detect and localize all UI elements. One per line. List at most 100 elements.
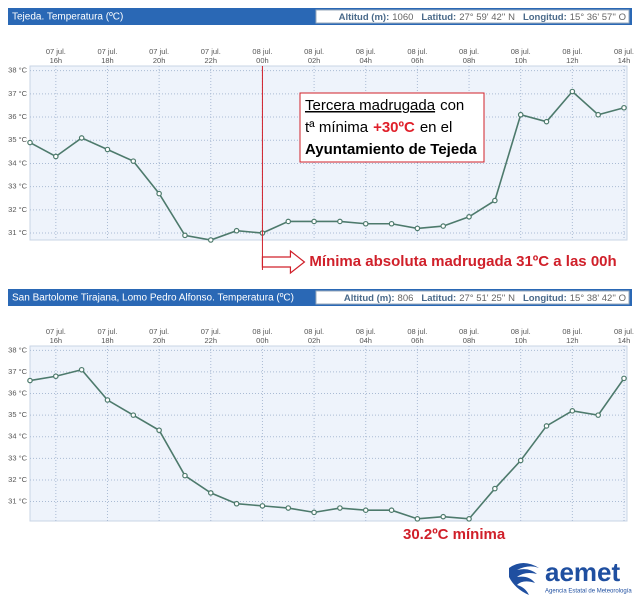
data-point	[311, 509, 317, 516]
annotation-text: 30.2ºC mínima	[403, 526, 506, 543]
logo-icon	[509, 563, 539, 595]
data-point	[156, 427, 162, 434]
x-tick-date: 08 jul.	[252, 327, 272, 336]
data-point	[53, 153, 59, 160]
info-label: Latitud:	[421, 12, 456, 23]
data-point	[78, 366, 85, 373]
chart-title: Tejeda. Temperatura (ºC)	[12, 12, 123, 23]
x-tick-hour: 10h	[514, 336, 527, 345]
data-point	[207, 237, 214, 243]
data-point	[543, 423, 550, 429]
data-point	[388, 507, 395, 513]
data-point	[362, 220, 369, 227]
x-tick-hour: 04h	[359, 56, 372, 65]
data-point	[466, 516, 472, 522]
x-tick-hour: 20h	[153, 56, 166, 65]
data-point	[362, 507, 369, 513]
data-point	[27, 139, 33, 146]
x-tick-hour: 12h	[566, 56, 579, 65]
y-tick-label: 35 °C	[8, 135, 27, 144]
x-tick-hour: 22h	[205, 56, 218, 65]
y-tick-label: 33 °C	[8, 182, 27, 191]
annotation-segment: +30ºC	[373, 119, 415, 136]
x-tick-date: 08 jul.	[614, 47, 634, 56]
y-tick-label: 31 °C	[8, 497, 27, 506]
annotation-segment: Ayuntamiento de Tejeda	[305, 141, 477, 158]
x-tick-date: 08 jul.	[459, 327, 479, 336]
y-tick-label: 36 °C	[8, 389, 27, 398]
logo-name: aemet	[545, 557, 620, 587]
data-point	[104, 146, 111, 153]
info-box	[315, 9, 630, 24]
data-point	[440, 223, 447, 229]
x-tick-date: 08 jul.	[356, 47, 376, 56]
x-tick-hour: 06h	[411, 336, 424, 345]
x-tick-hour: 16h	[50, 336, 63, 345]
info-box	[315, 290, 630, 305]
temperature-line	[29, 368, 625, 520]
x-tick-date: 07 jul.	[46, 327, 66, 336]
data-point	[517, 457, 524, 464]
data-point	[285, 218, 292, 225]
data-point	[337, 218, 343, 225]
data-point	[182, 232, 188, 239]
x-tick-date: 08 jul.	[407, 47, 427, 56]
annotation-line: Ayuntamiento de Tejeda	[305, 141, 477, 158]
annotation-box	[299, 92, 485, 163]
x-tick-hour: 02h	[308, 336, 321, 345]
data-point	[595, 412, 601, 418]
data-point	[233, 227, 240, 234]
data-point	[492, 197, 498, 204]
info-value: 27° 59' 42'' N	[459, 12, 515, 23]
x-tick-hour: 08h	[463, 336, 476, 345]
info-value: 15° 36' 57'' O	[570, 12, 626, 23]
y-tick-label: 32 °C	[8, 205, 27, 214]
x-tick-date: 08 jul.	[304, 327, 324, 336]
x-tick-hour: 10h	[514, 56, 527, 65]
data-point	[337, 505, 343, 511]
info-value: 1060	[392, 12, 413, 23]
annotation-segment: Tercera madrugada	[305, 97, 436, 114]
x-tick-hour: 02h	[308, 56, 321, 65]
data-point	[130, 412, 137, 418]
y-tick-label: 33 °C	[8, 453, 27, 462]
data-point	[517, 111, 524, 118]
x-tick-hour: 20h	[153, 336, 166, 345]
data-point	[388, 220, 395, 227]
station-info: Altitud (m): 1060 Latitud: 27° 59' 42'' N Lo…	[339, 12, 626, 23]
data-point	[130, 158, 137, 164]
plot-area	[29, 345, 628, 522]
y-tick-label: 36 °C	[8, 112, 27, 121]
station-info: Altitud (m): 806 Latitud: 27° 51' 25'' N Lon…	[344, 293, 626, 304]
arrow-label: Mínima absoluta madrugada 31ºC a las 00h	[309, 253, 616, 270]
x-tick-date: 08 jul.	[407, 327, 427, 336]
x-tick-date: 08 jul.	[511, 327, 531, 336]
x-tick-hour: 14h	[618, 336, 631, 345]
x-tick-date: 08 jul.	[356, 327, 376, 336]
data-point	[440, 513, 447, 520]
x-tick-date: 08 jul.	[304, 47, 324, 56]
x-tick-hour: 00h	[256, 56, 269, 65]
x-tick-date: 07 jul.	[149, 47, 169, 56]
y-tick-label: 34 °C	[8, 432, 27, 441]
data-point	[569, 408, 576, 414]
logo: aemet Agencia Estatal de Meteorología	[509, 557, 632, 595]
annotation-segment: con	[440, 97, 464, 114]
x-tick-hour: 06h	[411, 56, 424, 65]
data-point	[53, 373, 59, 380]
y-tick-label: 38 °C	[8, 345, 27, 354]
info-value: 806	[398, 293, 414, 304]
chart-title: San Bartolome Tirajana, Lomo Pedro Alfon…	[12, 293, 294, 304]
info-label: Altitud (m):	[344, 293, 395, 304]
data-point	[182, 472, 188, 479]
info-label: Longitud:	[523, 293, 567, 304]
x-tick-date: 08 jul.	[252, 47, 272, 56]
x-tick-date: 08 jul.	[562, 47, 582, 56]
data-point	[414, 516, 421, 522]
x-tick-date: 07 jul.	[97, 327, 117, 336]
annotation-line: tª mínima +30ºC en el	[305, 119, 452, 136]
x-tick-hour: 22h	[205, 336, 218, 345]
x-tick-hour: 12h	[566, 336, 579, 345]
data-point	[259, 503, 266, 509]
